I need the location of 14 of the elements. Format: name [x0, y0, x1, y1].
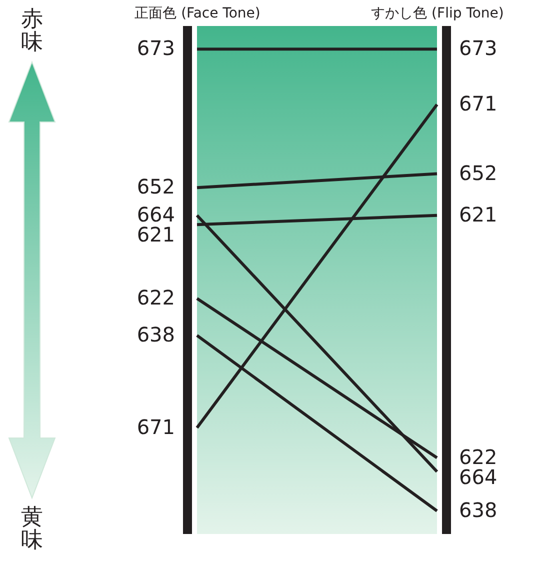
series-label: 652: [136, 174, 175, 199]
series-label: 622: [136, 285, 175, 310]
x-tick-label: すかし色 (Flip Tone): [371, 6, 504, 22]
text: 673: [459, 36, 498, 60]
series-label: 671: [136, 414, 175, 439]
series-label: 638: [136, 322, 175, 346]
series-label: 621: [459, 202, 498, 226]
text: 652: [459, 160, 498, 185]
text: 黄味: [20, 505, 44, 554]
text: 671: [459, 92, 498, 116]
text: 638: [459, 498, 498, 522]
series-label: 673: [136, 36, 175, 60]
text: 赤味: [20, 7, 44, 56]
x-tick-label: 正面色 (Face Tone): [134, 6, 260, 22]
